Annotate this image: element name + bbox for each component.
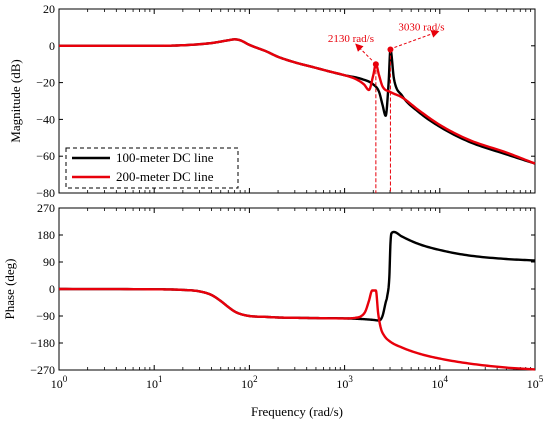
annotation-arrow <box>394 30 440 48</box>
magnitude-series-200m <box>59 38 536 165</box>
magnitude-panel: 20 0 −20 −40 −60 −80 2130 rad/s 3030 rad/s Mag… <box>8 2 536 200</box>
phase-y-tick-label: 0 <box>49 282 55 296</box>
magnitude-y-tick-label: −40 <box>36 112 55 126</box>
legend-label-100m: 100-meter DC line <box>116 150 214 165</box>
magnitude-y-tick-label: 0 <box>49 39 55 53</box>
magnitude-y-axis-label: Magnitude (dB) <box>8 59 23 142</box>
annotation-label-2130: 2130 rad/s <box>328 33 374 45</box>
phase-y-tick-label: −270 <box>30 363 55 377</box>
x-tick-label: 102 <box>241 374 258 391</box>
legend-box <box>65 147 239 189</box>
magnitude-y-tick-label: −80 <box>36 186 55 200</box>
x-axis-label: Frequency (rad/s) <box>251 404 343 419</box>
phase-y-tick-label: −90 <box>36 309 55 323</box>
phase-series-200m <box>58 287 536 371</box>
x-tick-label: 105 <box>527 374 544 391</box>
annotation-label-3030: 3030 rad/s <box>398 21 444 33</box>
x-tick-label: 104 <box>432 374 449 391</box>
phase-x-ticks: 100 101 102 103 104 105 <box>51 208 544 391</box>
legend: 100-meter DC line 200-meter DC line <box>65 147 239 189</box>
magnitude-series <box>59 38 536 165</box>
phase-series <box>58 230 536 371</box>
phase-y-tick-label: −180 <box>30 336 55 350</box>
phase-y-tick-label: 180 <box>37 228 55 242</box>
magnitude-x-ticks <box>58 9 536 193</box>
magnitude-y-ticks: 20 0 −20 −40 −60 −80 <box>36 2 535 200</box>
annotation-arrow <box>355 43 373 61</box>
magnitude-y-tick-label: −20 <box>36 76 55 90</box>
magnitude-annotations: 2130 rad/s 3030 rad/s <box>328 21 445 193</box>
phase-y-tick-label: 270 <box>37 201 55 215</box>
magnitude-y-tick-label: 20 <box>43 2 55 16</box>
phase-y-axis-label: Phase (deg) <box>2 258 17 319</box>
legend-label-200m: 200-meter DC line <box>116 169 214 184</box>
x-tick-label: 100 <box>51 374 68 391</box>
magnitude-y-tick-label: −60 <box>36 149 55 163</box>
x-tick-label: 101 <box>146 374 163 391</box>
phase-y-tick-label: 90 <box>43 255 55 269</box>
x-tick-label: 103 <box>336 374 353 391</box>
